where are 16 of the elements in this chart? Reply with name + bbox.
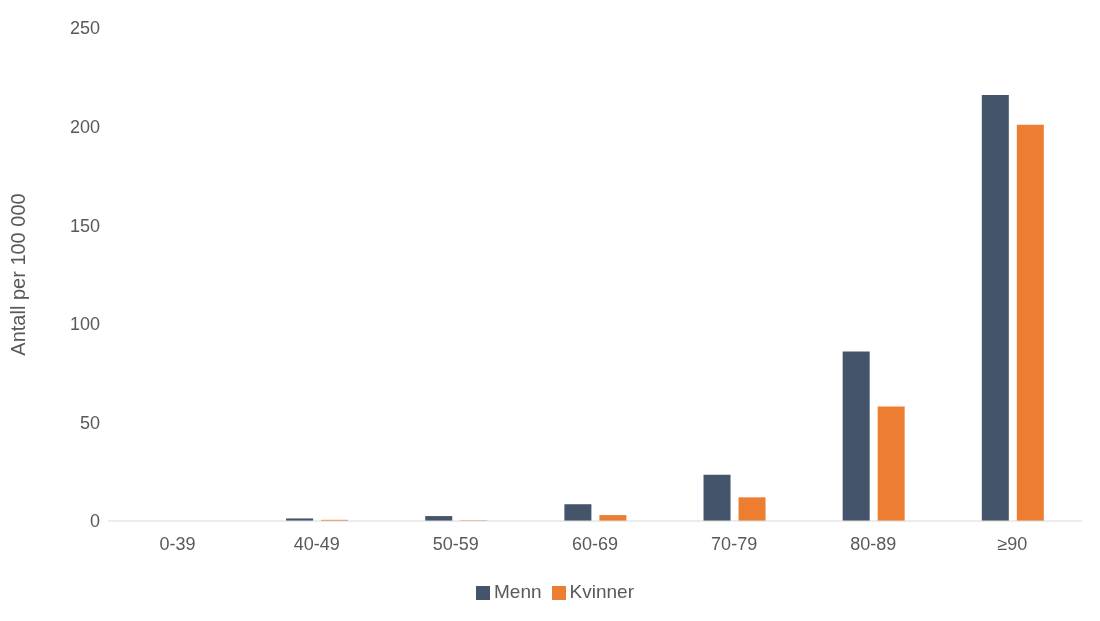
y-tick-label: 0 xyxy=(89,511,100,532)
x-tick-label: ≥90 xyxy=(997,533,1028,554)
y-axis-title: Antall per 100 000 xyxy=(7,193,30,356)
legend-label: Menn xyxy=(494,581,542,602)
x-tick-label: 80-89 xyxy=(850,533,897,554)
legend-label: Kvinner xyxy=(569,581,634,602)
x-tick-label: 70-79 xyxy=(711,533,758,554)
y-tick-label: 100 xyxy=(69,314,100,335)
x-tick-label: 40-49 xyxy=(293,533,340,554)
y-tick-label: 200 xyxy=(69,116,100,137)
x-tick-label: 50-59 xyxy=(432,533,479,554)
y-tick-label: 50 xyxy=(79,412,100,433)
x-tick-label: 60-69 xyxy=(571,533,619,554)
y-tick-label: 250 xyxy=(69,18,100,39)
x-tick-label: 0-39 xyxy=(159,533,196,554)
y-tick-label: 150 xyxy=(69,215,100,236)
